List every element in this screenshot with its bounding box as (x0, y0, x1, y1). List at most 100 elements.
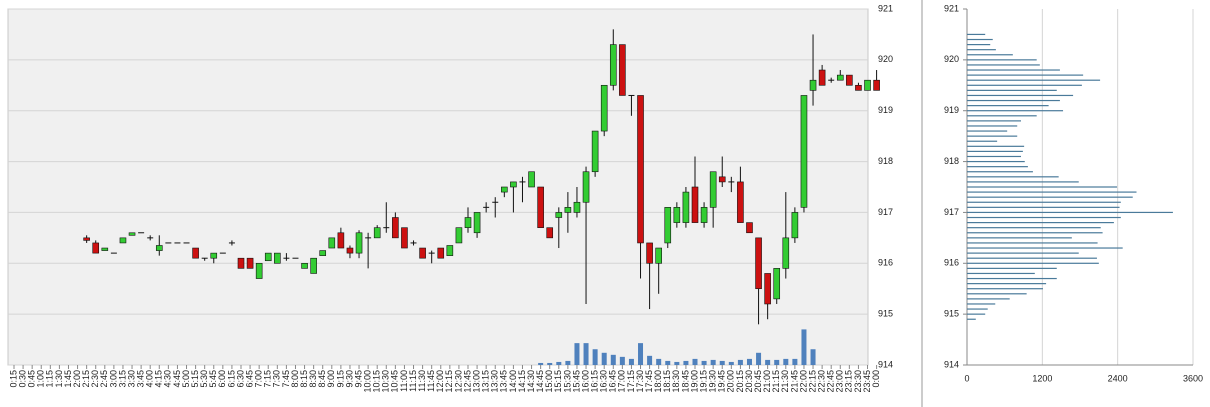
x-tick-label: 6:30 (235, 370, 245, 388)
profile-bar (967, 298, 1010, 300)
candle-body (501, 186, 508, 193)
x-tick-label: 18:00 (653, 370, 663, 393)
candle-body (455, 227, 463, 244)
x-tick-label: 11:15 (408, 370, 418, 392)
candle-body (637, 95, 644, 244)
profile-bar (967, 247, 1123, 249)
x-tick-label: 7:45 (281, 370, 291, 388)
x-tick-label: 20:45 (753, 370, 763, 393)
x-tick-label: 20:00 (726, 370, 736, 393)
x-tick-label: 5:30 (199, 370, 209, 388)
candle-body (846, 74, 853, 86)
x-tick-label: 8:45 (317, 370, 327, 388)
candle-body (337, 232, 345, 249)
candle-body (873, 79, 880, 91)
profile-bar (967, 115, 1037, 117)
profile-bar (967, 272, 1035, 275)
x-tick-label: 17:00 (617, 370, 627, 393)
candle-body (128, 232, 136, 236)
candle-body (818, 69, 826, 86)
x-tick-label: 16:00 (580, 370, 590, 393)
x-tick-label: 0:00 (871, 370, 881, 388)
volume-bar (601, 352, 607, 365)
profile-bar (967, 293, 1027, 295)
volume-bar (792, 358, 798, 365)
x-tick-label: 3:15 (117, 370, 127, 388)
candle-body (246, 257, 254, 269)
candle-body (600, 84, 608, 132)
candle-body (373, 227, 381, 239)
x-tick-label: 19:45 (717, 370, 727, 393)
volume-bar (547, 362, 553, 365)
candle-body (646, 242, 653, 264)
x-tick-label: 1:15 (45, 370, 55, 388)
candle-body (737, 181, 744, 223)
profile-bar (967, 216, 1121, 219)
profile-bar (967, 227, 1101, 229)
volume-bar (638, 343, 644, 365)
x-tick-label: 21:00 (762, 370, 772, 393)
candle-body (274, 252, 281, 264)
profile-bar (967, 318, 976, 320)
candle-body (192, 247, 199, 259)
profile-bar (967, 277, 1057, 280)
plot-area (7, 8, 869, 366)
volume-bar (728, 361, 734, 365)
x-tick-label: 5:15 (190, 370, 200, 388)
x-tick-label: 1:30 (54, 370, 64, 388)
profile-bar (967, 64, 1040, 66)
y-tick-label: 921 (944, 3, 959, 13)
x-tick-label: 2:00 (72, 370, 82, 388)
x-tick-label: 20:30 (744, 370, 754, 393)
x-tick-label: 8:00 (290, 370, 300, 388)
candle-body (464, 217, 472, 228)
y-tick-label: 915 (944, 309, 959, 319)
x-tick-label: 9:00 (326, 370, 336, 388)
candle-body (582, 171, 590, 203)
x-tick-label: 17:15 (626, 370, 636, 393)
candle-body (573, 201, 581, 213)
profile-bar (967, 125, 1018, 127)
y-tick-label: 919 (878, 105, 893, 115)
volume-bar (737, 359, 743, 365)
y-tick-label: 920 (878, 54, 893, 64)
x-tick-label: 15:30 (562, 370, 572, 393)
candle-body (446, 245, 454, 256)
candle-body (764, 273, 771, 305)
profile-bar (967, 267, 1057, 269)
profile-bar (967, 262, 1099, 264)
profile-bar (967, 94, 1074, 97)
candle-body (691, 186, 699, 223)
x-tick-label: 5:45 (208, 370, 218, 388)
candle-body (836, 74, 844, 81)
volume-bar (765, 359, 771, 365)
profile-bar (967, 84, 1082, 86)
x-tick-label: 12:00 (435, 370, 445, 393)
x-tick-label: 4:45 (172, 370, 182, 388)
volume-bar (801, 329, 807, 365)
x-tick-label: 9:15 (335, 370, 345, 388)
x-tick-label: 1:45 (63, 370, 73, 388)
candle-body (555, 212, 563, 218)
candle-body (664, 207, 672, 244)
x-tick-label: 2400 (1108, 373, 1128, 383)
volume-bar (710, 359, 716, 365)
profile-bar (967, 135, 1018, 137)
candle-body (773, 268, 781, 300)
volume-bar (592, 349, 598, 365)
x-tick-label: 2:15 (81, 370, 91, 388)
x-tick-label: 22:00 (798, 370, 808, 393)
profile-bar (967, 120, 1021, 122)
candle-body (755, 237, 762, 290)
candle-body (528, 171, 535, 188)
volume-bar (556, 361, 562, 365)
candle-body (255, 262, 263, 279)
volume-bar (574, 343, 580, 365)
volume-bar (656, 358, 662, 365)
profile-bar (967, 288, 1043, 290)
x-tick-label: 23:45 (862, 370, 872, 393)
x-tick-label: 14:30 (526, 370, 536, 393)
x-tick-label: 12:30 (453, 370, 463, 393)
candle-body (619, 44, 626, 96)
